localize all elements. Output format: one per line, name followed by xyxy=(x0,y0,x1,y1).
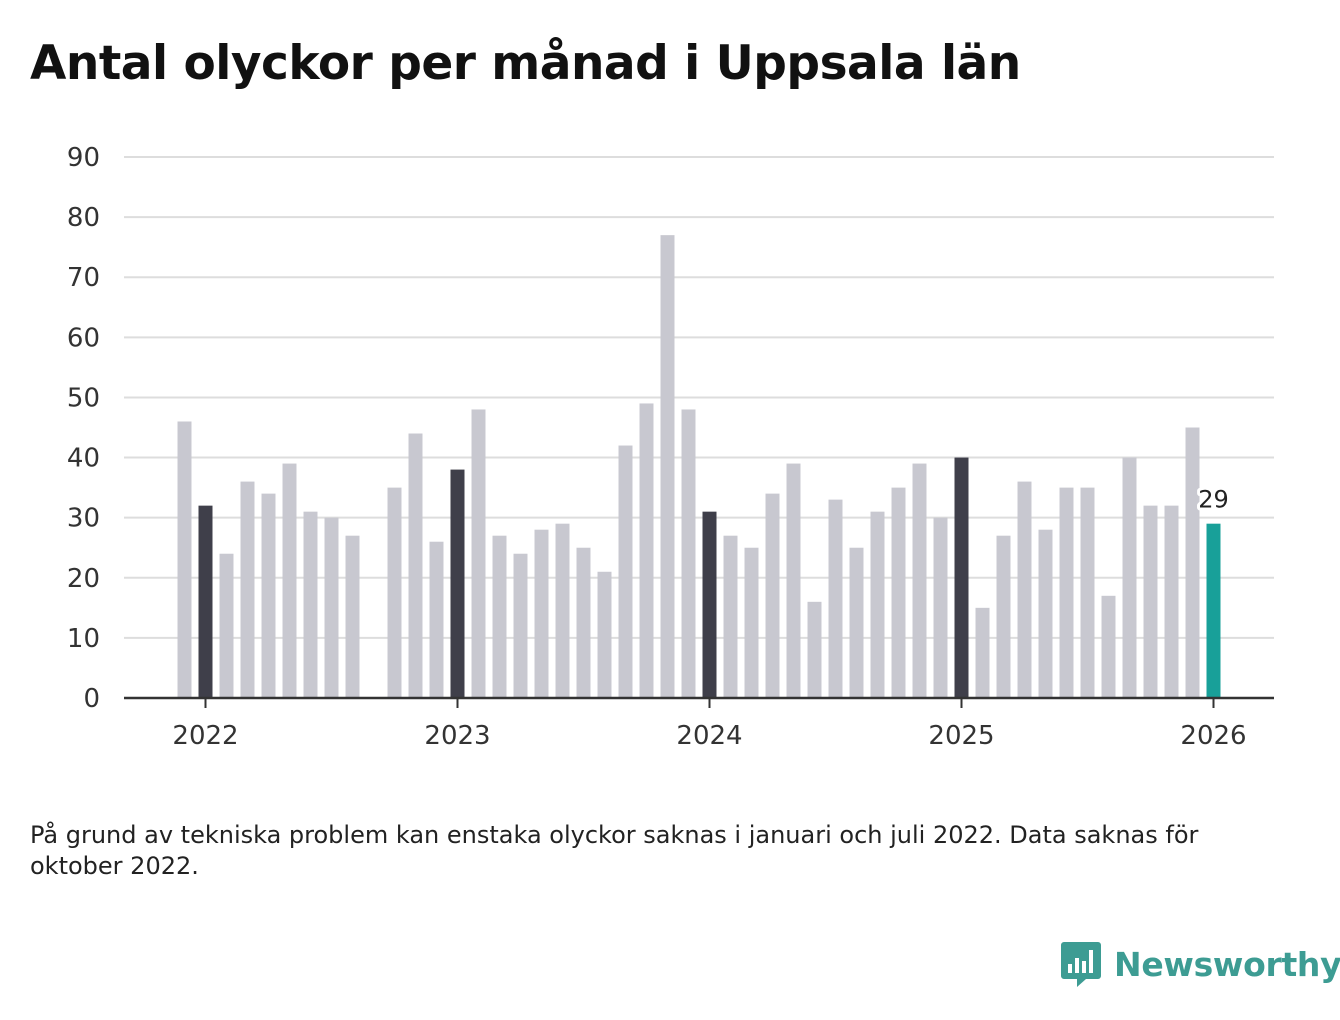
bar xyxy=(1101,595,1116,698)
brand-name: Newsworthy xyxy=(1114,944,1340,984)
bar xyxy=(660,235,675,698)
bar xyxy=(891,487,906,698)
bar xyxy=(975,607,990,698)
bar xyxy=(261,493,276,698)
bar xyxy=(870,511,885,698)
x-tick-label: 2022 xyxy=(172,721,238,751)
bar xyxy=(1164,505,1179,698)
bar xyxy=(1038,529,1053,698)
bar xyxy=(933,517,948,698)
bar xyxy=(723,535,738,698)
footnote: På grund av tekniska problem kan enstaka… xyxy=(30,821,1199,880)
chart-title: Antal olyckor per månad i Uppsala län xyxy=(30,36,1021,91)
bar xyxy=(240,481,255,698)
bar xyxy=(1080,487,1095,698)
x-tick-label: 2025 xyxy=(928,721,994,751)
bar xyxy=(996,535,1011,698)
bar xyxy=(492,535,507,698)
bar xyxy=(177,421,192,698)
y-tick-label: 20 xyxy=(67,564,100,594)
bar xyxy=(303,511,318,698)
bar xyxy=(681,409,696,698)
bar xyxy=(954,457,969,698)
bar xyxy=(429,541,444,698)
bar xyxy=(1206,523,1221,698)
y-tick-label: 10 xyxy=(67,624,100,654)
latest-value-label: 29 xyxy=(1198,486,1229,514)
bar xyxy=(1185,427,1200,698)
bar xyxy=(1059,487,1074,698)
bar xyxy=(450,469,465,698)
bar xyxy=(408,433,423,698)
bar xyxy=(471,409,486,698)
y-tick-label: 50 xyxy=(67,383,100,413)
bar xyxy=(828,499,843,698)
bar xyxy=(1143,505,1158,698)
bar xyxy=(765,493,780,698)
bar xyxy=(744,547,759,698)
x-tick-label: 2024 xyxy=(676,721,742,751)
x-tick-label: 2023 xyxy=(424,721,490,751)
bar xyxy=(513,553,528,698)
bar xyxy=(639,403,654,698)
bar xyxy=(324,517,339,698)
brand-logo[interactable]: Newsworthy xyxy=(1060,940,1340,988)
x-tick-label: 2026 xyxy=(1180,721,1246,751)
bar xyxy=(597,571,612,698)
bar xyxy=(387,487,402,698)
bar xyxy=(534,529,549,698)
bar xyxy=(702,511,717,698)
y-tick-label: 40 xyxy=(67,444,100,474)
y-tick-label: 70 xyxy=(67,263,100,293)
y-tick-label: 80 xyxy=(67,203,100,233)
bar xyxy=(849,547,864,698)
newsworthy-logo-icon xyxy=(1061,942,1101,987)
bar xyxy=(618,445,633,698)
bar xyxy=(786,463,801,698)
y-tick-label: 90 xyxy=(67,143,100,173)
bar xyxy=(1122,457,1137,698)
bar xyxy=(555,523,570,698)
y-tick-label: 30 xyxy=(67,504,100,534)
bar xyxy=(807,601,822,698)
bar xyxy=(1017,481,1032,698)
y-tick-label: 0 xyxy=(83,684,100,714)
bar xyxy=(219,553,234,698)
bar xyxy=(576,547,591,698)
bar xyxy=(912,463,927,698)
bar xyxy=(282,463,297,698)
bar-chart: 0 10 20 30 40 50 60 70 80 90 2022 2023 2024 2025 2026 2… xyxy=(67,143,1274,751)
y-tick-label: 60 xyxy=(67,323,100,353)
bar xyxy=(345,535,360,698)
bar xyxy=(198,505,213,698)
